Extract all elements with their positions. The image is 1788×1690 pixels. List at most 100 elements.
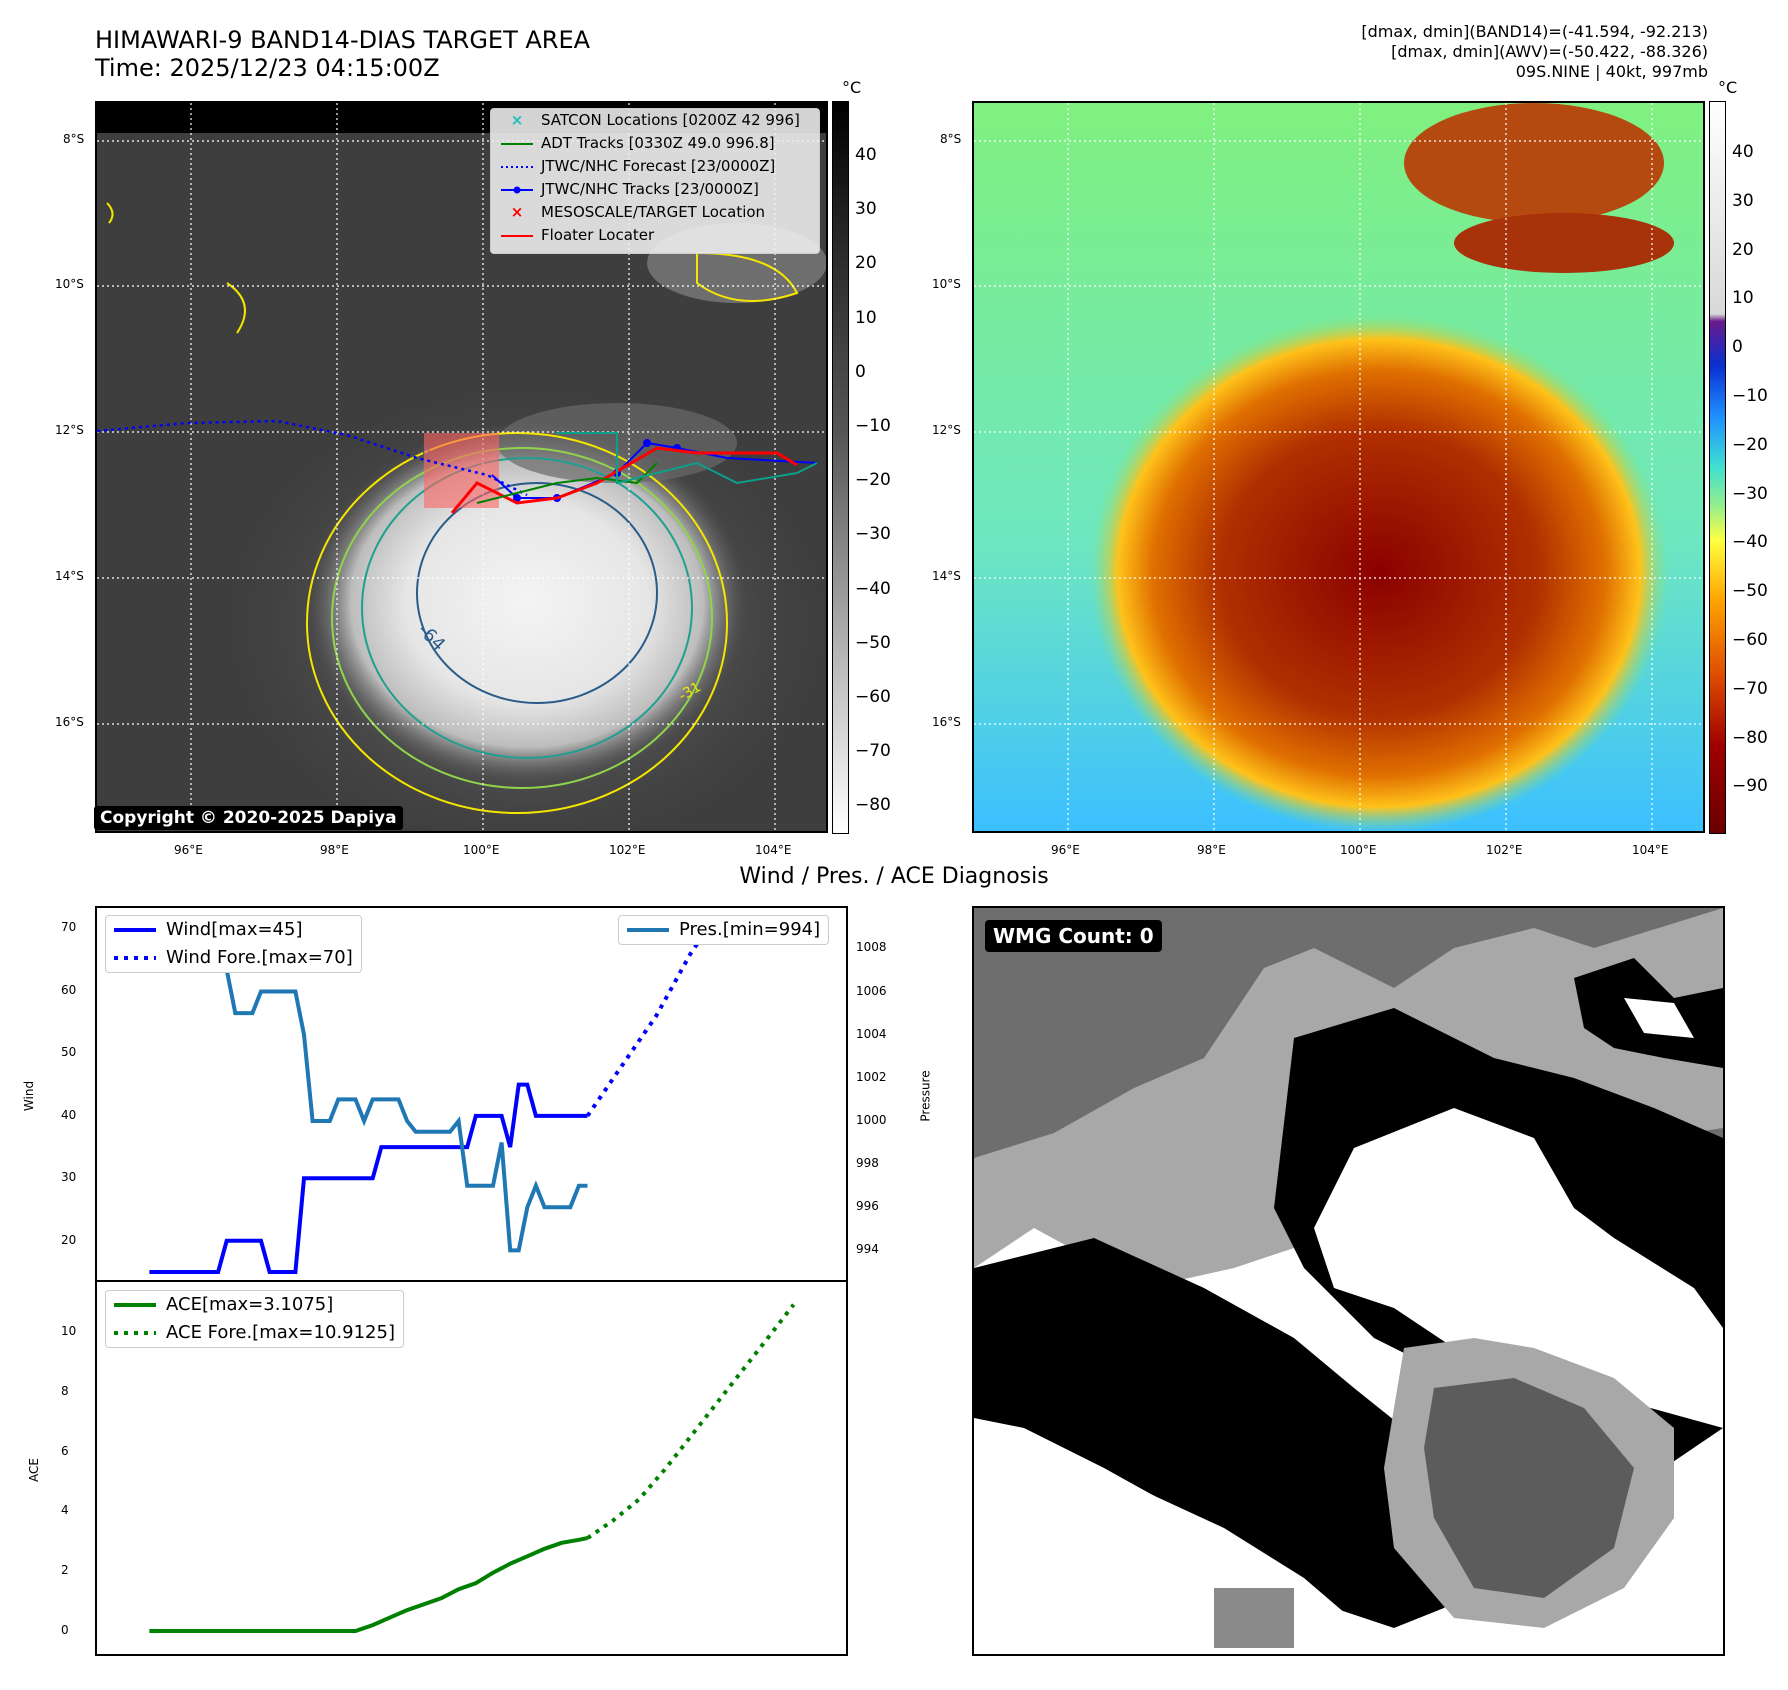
y2-tick-label: 1000: [856, 1112, 887, 1127]
y-tick-label: 40: [61, 1107, 77, 1122]
y2-tick-label: 996: [856, 1199, 879, 1214]
series-line-1: [585, 926, 794, 1118]
pressure-axis-label: Pressure: [918, 1070, 933, 1122]
lat-tick: 12°S: [55, 423, 84, 437]
series-line-0: [149, 1082, 588, 1274]
wmg-count-badge: WMG Count: 0: [985, 920, 1162, 952]
lon-tick: 104°E: [755, 843, 792, 857]
y-tick-label: 8: [61, 1383, 69, 1398]
ace-dotted-line-icon: [114, 1331, 156, 1335]
y-tick-label: 70: [61, 920, 77, 935]
color-colorbar-tick: −40: [1732, 532, 1768, 553]
ir-map-image: 8 -64 -31: [97, 103, 826, 831]
y-tick-label: 50: [61, 1045, 77, 1060]
y-tick-label: 4: [61, 1503, 69, 1518]
color-colorbar-tick: 30: [1732, 190, 1754, 211]
ir-colorbar: [832, 101, 849, 834]
map-legend: × SATCON Locations [0200Z 42 996] ADT Tra…: [490, 108, 820, 254]
ir-colorbar-tick: −30: [855, 524, 891, 545]
mesoscale-x-marker-icon: ×: [510, 203, 524, 221]
diagnosis-title: Wind / Pres. / ACE Diagnosis: [739, 864, 1049, 889]
y2-tick-label: 994: [856, 1242, 879, 1257]
lon-tick: 102°E: [1486, 843, 1523, 857]
lon-tick: 98°E: [320, 843, 349, 857]
color-colorbar-tick: −10: [1732, 386, 1768, 406]
color-colorbar-tick: −90: [1732, 776, 1768, 797]
lat-tick: 8°S: [63, 132, 85, 146]
lon-tick: 100°E: [463, 843, 500, 857]
lon-tick: 102°E: [609, 843, 646, 857]
lat-tick: 14°S: [55, 569, 84, 583]
color-colorbar-tick: 10: [1732, 288, 1754, 309]
legend-entry-jtwc-tracks: JTWC/NHC Tracks [23/0000Z]: [491, 178, 819, 201]
color-map-panel: [972, 101, 1705, 833]
ace-solid-line-icon: [114, 1303, 156, 1307]
y-tick-label: 10: [61, 1323, 77, 1338]
y-tick-label: 60: [61, 982, 77, 997]
lon-tick: 104°E: [1632, 843, 1669, 857]
lat-tick: 10°S: [932, 277, 961, 291]
lon-tick: 96°E: [1051, 843, 1080, 857]
ir-colorbar-tick: 20: [855, 253, 877, 274]
legend-entry-pressure: Pres.[min=994]: [619, 916, 828, 944]
lat-tick: 8°S: [940, 132, 962, 146]
figure-info: [dmax, dmin](BAND14)=(-41.594, -92.213) …: [1361, 22, 1708, 82]
legend-entry-wind: Wind[max=45]: [106, 916, 361, 944]
legend-entry-ace: ACE[max=3.1075]: [106, 1291, 403, 1319]
color-colorbar-tick: −50: [1732, 581, 1768, 602]
ir-colorbar-tick: −60: [855, 687, 891, 707]
y2-tick-label: 1004: [856, 1026, 887, 1041]
color-colorbar-tick: 40: [1732, 142, 1754, 162]
info-line-3: 09S.NINE | 40kt, 997mb: [1515, 62, 1708, 81]
wind-axis-label: Wind: [22, 1080, 37, 1112]
info-line-1: [dmax, dmin](BAND14)=(-41.594, -92.213): [1361, 22, 1708, 41]
info-line-2: [dmax, dmin](AWV)=(-50.422, -88.326): [1391, 42, 1708, 61]
ir-colorbar-tick: 30: [855, 199, 877, 220]
wmg-image: [974, 908, 1723, 1654]
ir-colorbar-tick: 0: [855, 361, 866, 382]
color-colorbar-tick: −80: [1732, 727, 1768, 748]
colorbar-unit-ir: °C: [842, 78, 862, 97]
ir-colorbar-tick: 40: [855, 145, 877, 165]
color-colorbar-tick: 0: [1732, 337, 1743, 358]
ir-colorbar-tick: −10: [855, 416, 891, 436]
color-colorbar-tick: −20: [1732, 434, 1768, 455]
color-colorbar-tick: −70: [1732, 678, 1768, 699]
series-line-0: [149, 1536, 588, 1633]
legend-entry-ace-forecast: ACE Fore.[max=10.9125]: [106, 1319, 403, 1347]
lat-tick: 14°S: [932, 569, 961, 583]
copyright-badge: Copyright © 2020-2025 Dapiya: [94, 806, 403, 830]
lat-tick: 16°S: [932, 715, 961, 729]
colorbar-unit-color: °C: [1718, 78, 1738, 97]
lon-tick: 98°E: [1197, 843, 1226, 857]
pressure-legend: Pres.[min=994]: [618, 915, 830, 945]
color-colorbar-tick: −60: [1732, 630, 1768, 650]
title-line-1: HIMAWARI-9 BAND14-DIAS TARGET AREA: [95, 26, 591, 54]
lon-tick: 96°E: [174, 843, 203, 857]
wind-legend: Wind[max=45] Wind Fore.[max=70]: [105, 915, 362, 973]
ir-colorbar-tick: −40: [855, 578, 891, 599]
lat-tick: 16°S: [55, 715, 84, 729]
wind-dotted-line-icon: [114, 956, 156, 960]
adt-line-icon: [501, 143, 533, 145]
color-map-image: [974, 103, 1703, 831]
ir-colorbar-tick: −50: [855, 632, 891, 653]
title-line-2: Time: 2025/12/23 04:15:00Z: [95, 54, 440, 82]
lat-tick: 10°S: [55, 277, 84, 291]
pressure-line-icon: [627, 928, 669, 932]
color-colorbar-tick: 20: [1732, 239, 1754, 260]
ir-colorbar-tick: 10: [855, 307, 877, 328]
legend-entry-satcon: × SATCON Locations [0200Z 42 996]: [491, 109, 819, 132]
y-tick-label: 6: [61, 1443, 69, 1458]
floater-line-icon: [501, 235, 533, 237]
ir-colorbar-tick: −80: [855, 795, 891, 816]
wind-solid-line-icon: [114, 928, 156, 932]
legend-entry-jtwc-forecast: JTWC/NHC Forecast [23/0000Z]: [491, 155, 819, 178]
y-tick-label: 0: [61, 1623, 69, 1638]
ir-colorbar-tick: −20: [855, 470, 891, 491]
track-line-dot-icon: [501, 186, 533, 194]
y2-tick-label: 1002: [856, 1069, 887, 1084]
forecast-dotted-line-icon: [501, 166, 533, 168]
color-colorbar-tick: −30: [1732, 483, 1768, 504]
wmg-panel: [972, 906, 1725, 1656]
